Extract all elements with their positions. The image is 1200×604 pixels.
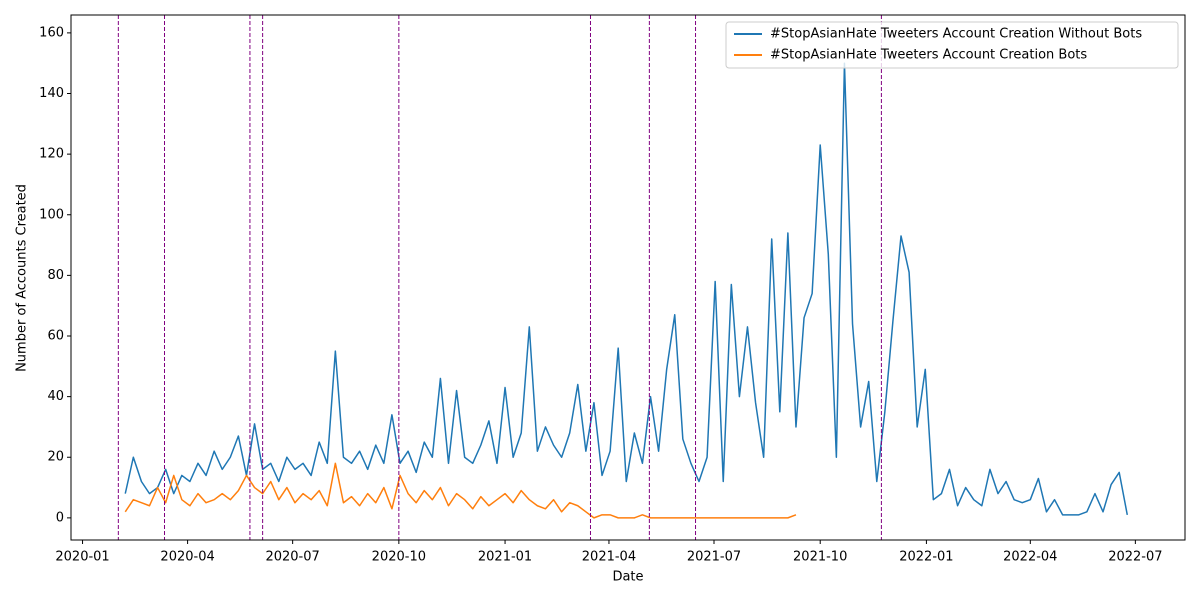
y-tick-label: 160: [39, 25, 64, 40]
x-tick-label: 2021-01: [478, 550, 532, 565]
y-tick-label: 20: [47, 450, 64, 465]
x-tick-label: 2022-07: [1108, 550, 1162, 565]
data-line: [124, 62, 1129, 516]
y-tick-label: 0: [56, 510, 64, 525]
legend-label: #StopAsianHate Tweeters Account Creation…: [770, 27, 1142, 42]
y-axis-label: Number of Accounts Created: [15, 184, 30, 372]
x-tick-label: 2020-01: [55, 550, 109, 565]
y-tick-label: 140: [39, 86, 64, 101]
data-line: [124, 462, 797, 519]
x-tick-label: 2021-07: [687, 550, 741, 565]
legend-label: #StopAsianHate Tweeters Account Creation…: [770, 48, 1087, 63]
y-tick-label: 60: [47, 329, 64, 344]
y-tick-label: 100: [39, 207, 64, 222]
x-axis-label: Date: [612, 570, 643, 585]
x-tick-label: 2020-10: [372, 550, 426, 565]
y-tick-label: 120: [39, 147, 64, 162]
y-tick-label: 40: [47, 389, 64, 404]
x-tick-label: 2020-07: [265, 550, 319, 565]
legend-box: [725, 21, 1179, 69]
x-tick-label: 2022-01: [899, 550, 953, 565]
x-tick-label: 2021-10: [793, 550, 847, 565]
x-tick-label: 2022-04: [1003, 550, 1057, 565]
plot-frame: [70, 14, 1186, 541]
y-tick-label: 80: [47, 268, 64, 283]
x-tick-label: 2020-04: [160, 550, 214, 565]
x-tick-label: 2021-04: [582, 550, 636, 565]
